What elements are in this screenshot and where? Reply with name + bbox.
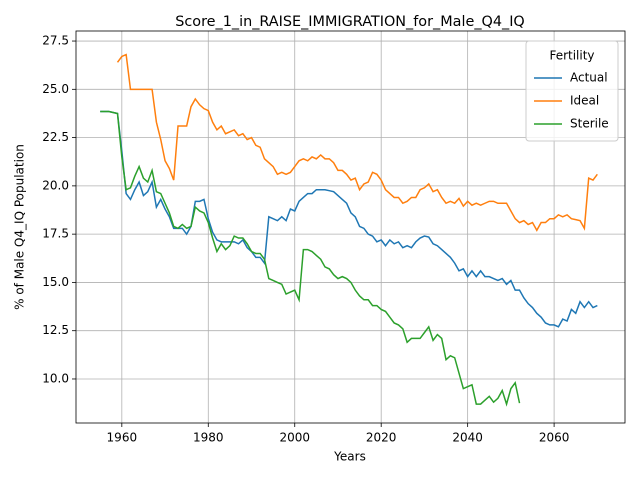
legend-label: Actual bbox=[570, 71, 608, 85]
y-tick-label: 17.5 bbox=[42, 227, 69, 241]
y-tick-label: 22.5 bbox=[42, 130, 69, 144]
legend-label: Sterile bbox=[570, 117, 609, 131]
legend-title: Fertility bbox=[549, 49, 594, 63]
data-line bbox=[100, 110, 598, 328]
y-axis-label: % of Male Q4_IQ Population bbox=[13, 144, 27, 310]
y-tick-label: 12.5 bbox=[42, 323, 69, 337]
legend-label: Ideal bbox=[570, 94, 599, 108]
y-tick-label: 20.0 bbox=[42, 178, 69, 192]
x-tick-label: 1980 bbox=[193, 431, 224, 445]
x-tick-label: 2060 bbox=[539, 431, 570, 445]
x-tick-label: 2040 bbox=[452, 431, 483, 445]
legend-box bbox=[525, 40, 619, 142]
x-tick-label: 2020 bbox=[366, 431, 397, 445]
y-tick-label: 27.5 bbox=[42, 34, 69, 48]
y-tick-label: 10.0 bbox=[42, 371, 69, 385]
data-line bbox=[116, 53, 598, 232]
data-line bbox=[100, 110, 521, 407]
chart-title: Score_1_in_RAISE_IMMIGRATION_for_Male_Q4… bbox=[175, 14, 525, 30]
y-tick-label: 25.0 bbox=[42, 82, 69, 96]
x-tick-label: 2000 bbox=[279, 431, 310, 445]
x-tick-label: 1960 bbox=[107, 431, 138, 445]
x-axis-label: Years bbox=[333, 450, 366, 464]
y-tick-label: 15.0 bbox=[42, 275, 69, 289]
plot-frame bbox=[75, 30, 626, 424]
